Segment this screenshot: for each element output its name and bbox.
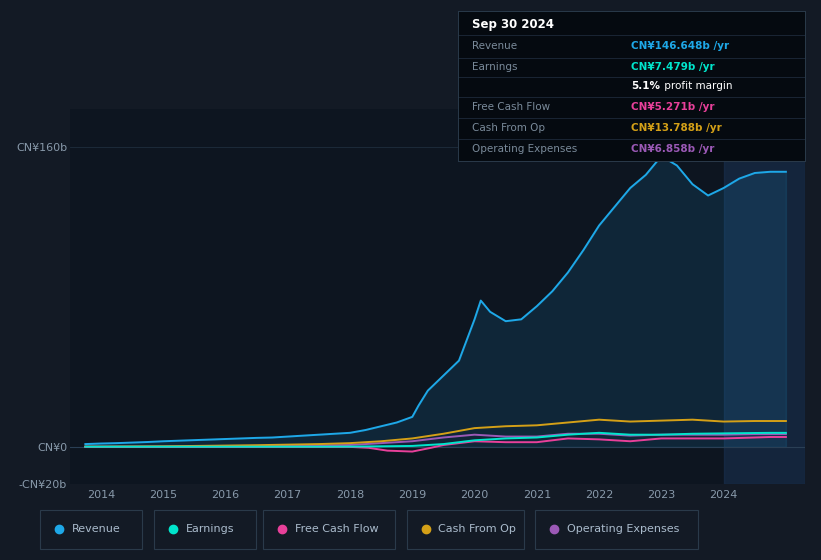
Text: Revenue: Revenue <box>472 41 517 51</box>
Text: Cash From Op: Cash From Op <box>472 123 545 133</box>
Text: Sep 30 2024: Sep 30 2024 <box>472 18 554 31</box>
Text: CN¥5.271b /yr: CN¥5.271b /yr <box>631 102 715 112</box>
Text: Earnings: Earnings <box>472 62 517 72</box>
Text: profit margin: profit margin <box>661 81 732 91</box>
Text: 5.1%: 5.1% <box>631 81 660 91</box>
Text: CN¥7.479b /yr: CN¥7.479b /yr <box>631 62 715 72</box>
Text: Cash From Op: Cash From Op <box>438 524 516 534</box>
Text: Revenue: Revenue <box>72 524 121 534</box>
Text: Operating Expenses: Operating Expenses <box>472 144 577 154</box>
Text: Free Cash Flow: Free Cash Flow <box>295 524 378 534</box>
Text: Operating Expenses: Operating Expenses <box>566 524 679 534</box>
Text: Free Cash Flow: Free Cash Flow <box>472 102 550 112</box>
Text: CN¥13.788b /yr: CN¥13.788b /yr <box>631 123 722 133</box>
Text: Earnings: Earnings <box>186 524 234 534</box>
Text: CN¥146.648b /yr: CN¥146.648b /yr <box>631 41 730 51</box>
Text: CN¥6.858b /yr: CN¥6.858b /yr <box>631 144 715 154</box>
Bar <box>723 109 805 484</box>
